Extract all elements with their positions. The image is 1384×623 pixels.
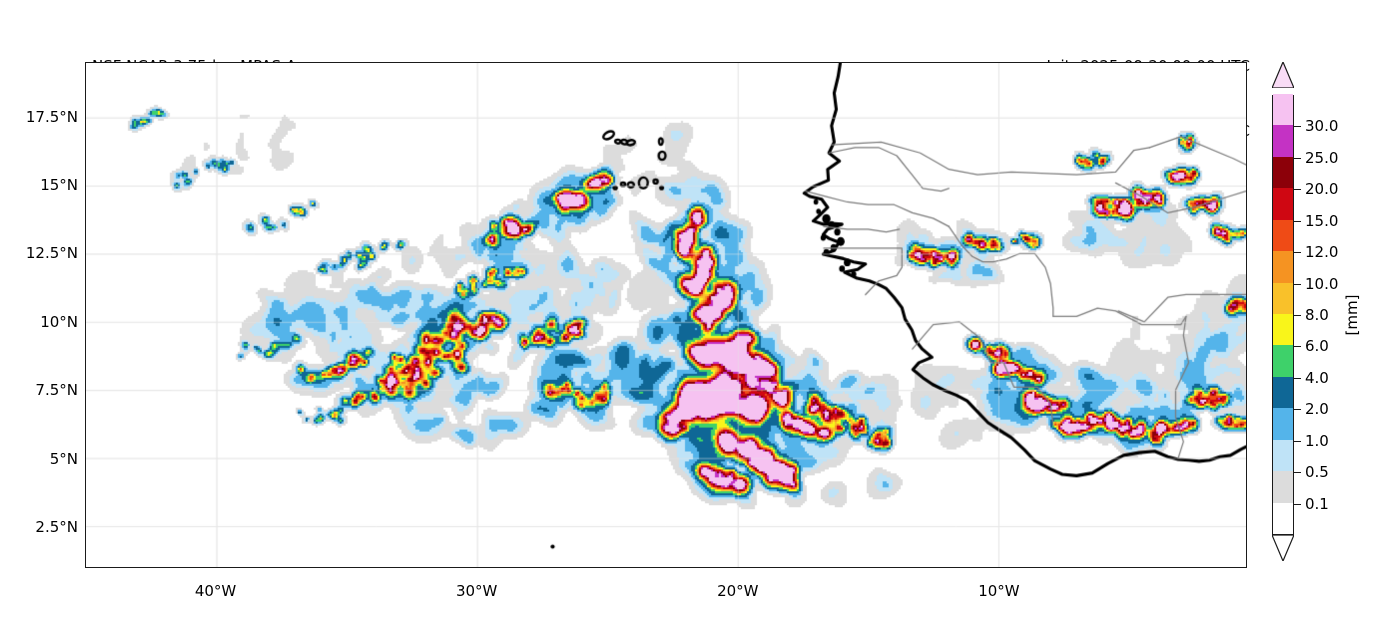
latitude-tick-label: 5°N xyxy=(49,449,78,468)
latitude-tick-label: 7.5°N xyxy=(35,381,78,400)
colorbar-tick xyxy=(1294,346,1301,348)
colorbar-segment xyxy=(1273,502,1293,534)
colorbar-tick xyxy=(1294,440,1301,442)
colorbar-segment xyxy=(1273,156,1293,189)
colorbar-segment xyxy=(1273,408,1293,440)
colorbar-segment xyxy=(1273,125,1293,157)
colorbar-tick-label: 0.5 xyxy=(1305,463,1329,482)
longitude-tick-label: 20°W xyxy=(717,582,759,600)
colorbar-tick xyxy=(1294,252,1301,254)
colorbar-segment xyxy=(1273,439,1293,472)
colorbar-tick-label: 12.0 xyxy=(1305,243,1339,262)
latitude-axis: 2.5°N 5°N 7.5°N 10°N 12.5°N 15°N 17.5°N xyxy=(0,0,78,623)
precipitation-map-canvas xyxy=(86,63,1246,567)
colorbar-tick xyxy=(1294,126,1301,128)
colorbar-segment xyxy=(1273,219,1293,252)
colorbar-tick xyxy=(1294,220,1301,222)
colorbar-segment xyxy=(1273,471,1293,503)
colorbar-tick-label: 10.0 xyxy=(1305,274,1339,293)
colorbar-segment xyxy=(1273,314,1293,346)
colorbar-segment xyxy=(1273,376,1293,409)
colorbar-tick-label: 2.0 xyxy=(1305,400,1329,419)
colorbar-tick xyxy=(1294,315,1301,316)
colorbar-gradient xyxy=(1272,94,1294,535)
colorbar-segment xyxy=(1273,251,1293,283)
colorbar-tick xyxy=(1294,283,1301,285)
colorbar-over-arrow-icon xyxy=(1272,62,1294,88)
colorbar-unit-label: [mm] xyxy=(1343,294,1361,336)
colorbar-tick xyxy=(1294,189,1301,191)
colorbar-segment xyxy=(1273,345,1293,377)
latitude-tick-label: 10°N xyxy=(40,312,78,331)
colorbar-tick-label: 0.1 xyxy=(1305,494,1329,513)
colorbar-tick xyxy=(1294,409,1301,411)
latitude-tick-label: 12.5°N xyxy=(25,244,78,263)
longitude-tick-label: 10°W xyxy=(978,582,1020,600)
latitude-tick-label: 2.5°N xyxy=(35,517,78,536)
colorbar-under-arrow-icon xyxy=(1272,535,1294,561)
latitude-tick-label: 15°N xyxy=(40,176,78,195)
colorbar-tick xyxy=(1294,472,1301,474)
colorbar-tick-label: 25.0 xyxy=(1305,148,1339,167)
colorbar-tick-label: 6.0 xyxy=(1305,337,1329,356)
colorbar-segment xyxy=(1273,94,1293,126)
latitude-tick-label: 17.5°N xyxy=(25,107,78,126)
colorbar: [mm] 0.1 0.5 1.0 2.0 4.0 6.0 8.0 10.0 12.0 15.0 20… xyxy=(1270,62,1380,568)
colorbar-tick xyxy=(1294,503,1301,505)
colorbar-tick-label: 30.0 xyxy=(1305,117,1339,136)
colorbar-tick-label: 15.0 xyxy=(1305,211,1339,230)
longitude-tick-label: 30°W xyxy=(455,582,498,600)
colorbar-segment xyxy=(1273,188,1293,220)
colorbar-tick xyxy=(1294,157,1301,159)
colorbar-tick-label: 20.0 xyxy=(1305,180,1339,199)
colorbar-tick-label: 4.0 xyxy=(1305,368,1329,387)
map-plot-area xyxy=(85,62,1247,568)
colorbar-tick xyxy=(1294,377,1301,379)
longitude-tick-label: 40°W xyxy=(194,582,237,600)
colorbar-segment xyxy=(1273,282,1293,314)
colorbar-tick-label: 8.0 xyxy=(1305,306,1329,324)
colorbar-tick-label: 1.0 xyxy=(1305,431,1329,450)
